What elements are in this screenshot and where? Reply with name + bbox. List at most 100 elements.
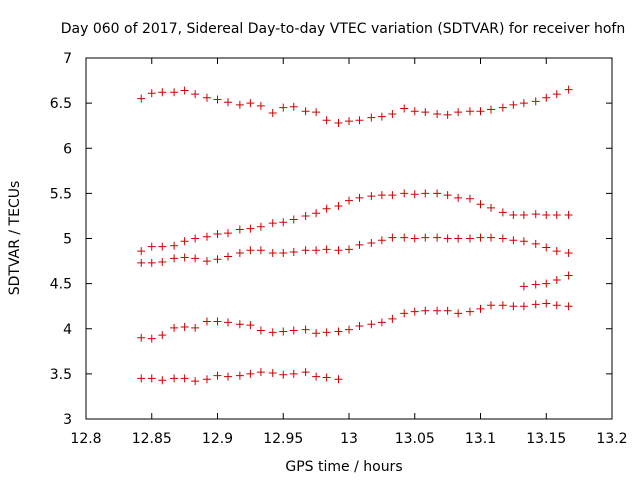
data-point	[137, 94, 146, 103]
y-axis-label: SDTVAR / TECUs	[7, 181, 23, 296]
data-point	[487, 203, 496, 212]
data-point	[213, 229, 222, 238]
data-point	[224, 372, 233, 381]
data-point	[213, 255, 222, 264]
y-tick-label: 5.5	[50, 186, 72, 202]
data-point	[334, 246, 343, 255]
data-point	[147, 258, 156, 267]
data-point	[367, 239, 376, 248]
data-point	[312, 329, 321, 338]
data-point	[519, 211, 528, 220]
data-point	[498, 103, 507, 112]
data-point	[301, 246, 310, 255]
series-1	[137, 85, 573, 127]
data-point	[454, 309, 463, 318]
data-point	[410, 107, 419, 116]
data-point	[542, 211, 551, 220]
data-point	[367, 192, 376, 201]
data-point	[388, 314, 397, 323]
data-point	[246, 369, 255, 378]
data-point	[191, 234, 200, 243]
data-point	[519, 99, 528, 108]
data-point	[180, 322, 189, 331]
data-point	[312, 372, 321, 381]
data-point	[465, 307, 474, 316]
data-point	[147, 89, 156, 98]
data-point	[476, 233, 485, 242]
data-point	[377, 318, 386, 327]
data-point	[519, 237, 528, 246]
data-point	[334, 327, 343, 336]
data-point	[170, 374, 179, 383]
data-point	[312, 209, 321, 218]
data-point	[454, 108, 463, 117]
data-point	[158, 88, 167, 97]
y-tick-label: 4.5	[50, 277, 72, 293]
data-point	[345, 325, 353, 334]
data-point	[256, 326, 265, 335]
data-point	[202, 93, 211, 102]
x-tick-label: 12.9	[202, 431, 233, 447]
y-tick-label: 7	[63, 51, 72, 67]
x-tick-label: 13.15	[526, 431, 566, 447]
data-point	[443, 306, 452, 315]
data-point	[410, 190, 419, 199]
data-point	[552, 90, 561, 99]
data-point	[158, 242, 167, 251]
data-point	[421, 233, 430, 242]
data-point	[421, 189, 430, 198]
data-point	[388, 233, 397, 242]
data-point	[542, 93, 551, 102]
data-point	[345, 245, 353, 254]
series-4	[137, 299, 573, 343]
data-point	[246, 321, 255, 330]
data-point	[301, 211, 310, 220]
data-point	[443, 234, 452, 243]
data-point	[180, 253, 189, 262]
data-point	[487, 301, 496, 310]
data-point	[322, 373, 331, 382]
data-point	[301, 368, 310, 377]
data-point	[235, 225, 244, 234]
y-tick-label: 4	[63, 322, 72, 338]
x-tick-label: 13.05	[395, 431, 435, 447]
data-point	[564, 85, 573, 94]
data-point	[268, 248, 277, 257]
data-point	[476, 200, 485, 209]
data-point	[531, 97, 540, 106]
series-2	[137, 189, 573, 256]
data-point	[519, 282, 528, 291]
data-point	[377, 112, 386, 121]
data-point	[433, 189, 442, 198]
data-point	[322, 328, 331, 337]
data-point	[268, 328, 277, 337]
data-point	[355, 193, 364, 202]
data-point	[279, 218, 288, 227]
data-point	[552, 247, 561, 256]
data-point	[531, 210, 540, 219]
y-tick-label: 6	[63, 141, 72, 157]
data-point	[180, 374, 189, 383]
data-points	[137, 85, 573, 386]
data-point	[519, 302, 528, 311]
data-point	[279, 327, 288, 336]
data-point	[312, 108, 321, 117]
data-point	[465, 234, 474, 243]
data-point	[235, 320, 244, 329]
data-point	[191, 323, 200, 332]
data-point	[158, 376, 167, 385]
data-point	[388, 191, 397, 200]
data-point	[170, 88, 179, 97]
data-point	[388, 109, 397, 118]
data-point	[476, 107, 485, 116]
data-point	[509, 211, 518, 220]
data-point	[312, 246, 321, 255]
data-point	[191, 254, 200, 263]
data-point	[158, 257, 167, 266]
data-point	[289, 102, 298, 111]
data-point	[246, 246, 255, 255]
data-point	[334, 202, 343, 211]
data-point	[180, 237, 189, 246]
x-axis-label: GPS time / hours	[285, 459, 402, 475]
data-point	[170, 323, 179, 332]
